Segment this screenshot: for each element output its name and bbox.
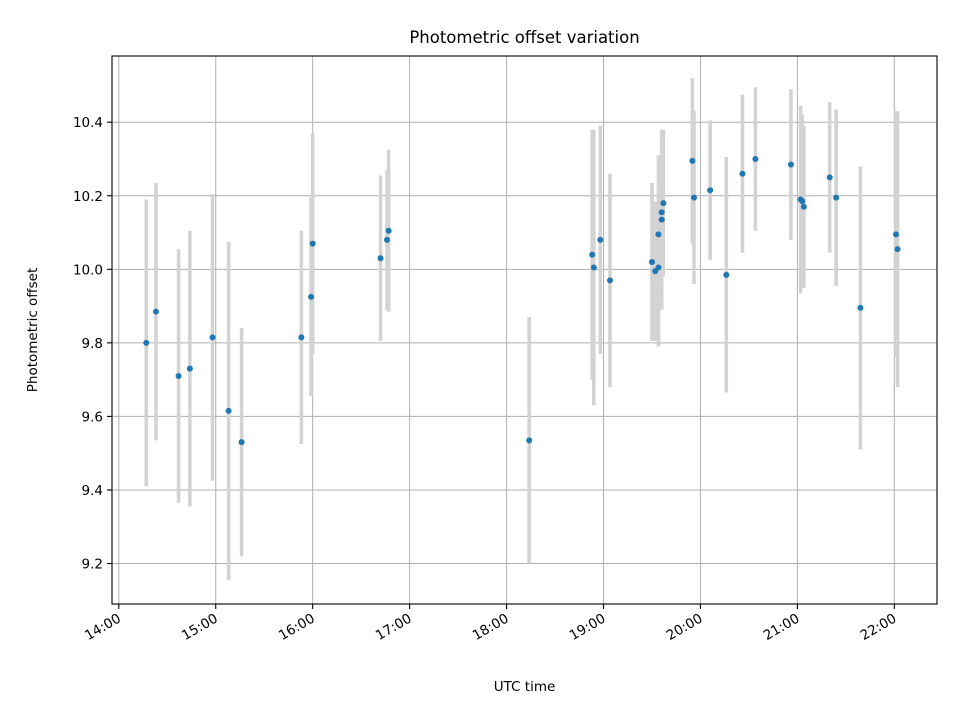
- x-tick-label: 15:00: [179, 611, 221, 644]
- data-point: [800, 203, 807, 210]
- data-point: [655, 231, 662, 238]
- data-point: [826, 174, 833, 181]
- x-tick-label: 16:00: [276, 611, 318, 644]
- data-point: [707, 187, 714, 194]
- y-tick-label: 10.4: [73, 115, 103, 131]
- chart-title: Photometric offset variation: [409, 28, 639, 47]
- data-point: [660, 200, 667, 207]
- y-tick-label: 10.0: [73, 262, 103, 278]
- x-axis: 14:00 15:00 16:00 17:00 18:00 19:00 20:00 21:00…: [82, 604, 899, 644]
- x-tick-label: 21:00: [761, 611, 803, 644]
- data-point: [309, 240, 316, 247]
- data-point: [658, 216, 665, 223]
- data-point: [175, 372, 182, 379]
- y-tick-label: 9.8: [82, 336, 103, 352]
- data-point: [606, 277, 613, 284]
- data-point: [655, 264, 662, 271]
- data-point: [590, 264, 597, 271]
- data-point: [658, 209, 665, 216]
- data-point: [384, 236, 390, 243]
- data-point: [589, 251, 596, 258]
- data-point: [752, 155, 759, 162]
- data-point: [857, 304, 864, 311]
- x-axis-label: UTC time: [494, 679, 556, 695]
- grid: [112, 56, 937, 604]
- data-point: [385, 227, 392, 234]
- data-point: [143, 339, 150, 346]
- data-point: [689, 157, 696, 164]
- data-point: [833, 194, 840, 201]
- data-point: [209, 334, 216, 341]
- data-point: [799, 198, 806, 205]
- data-point: [526, 437, 533, 444]
- error-bars: [144, 78, 900, 581]
- x-tick-label: 22:00: [858, 611, 900, 644]
- data-point: [597, 236, 604, 243]
- plot-frame: [111, 55, 938, 605]
- x-tick-label: 14:00: [82, 611, 124, 644]
- data-points: [143, 155, 901, 446]
- x-tick-label: 19:00: [567, 611, 609, 644]
- data-point: [648, 258, 655, 265]
- y-axis: 9.2 9.4 9.6 9.8 10.0 10.2 10.4: [73, 115, 112, 573]
- x-tick-label: 20:00: [664, 611, 706, 644]
- data-point: [225, 407, 232, 414]
- y-tick-label: 9.4: [82, 483, 103, 499]
- data-point: [787, 161, 794, 168]
- data-point: [723, 271, 730, 278]
- data-point: [739, 170, 746, 177]
- data-point: [894, 246, 901, 253]
- data-point: [298, 334, 305, 341]
- x-tick-label: 18:00: [470, 611, 512, 644]
- y-tick-label: 9.6: [82, 409, 103, 425]
- y-axis-label: Photometric offset: [25, 268, 41, 392]
- data-point: [892, 231, 899, 238]
- data-point: [377, 255, 384, 262]
- data-point: [308, 293, 315, 300]
- data-point: [186, 365, 193, 372]
- x-tick-label: 17:00: [373, 611, 415, 644]
- y-tick-label: 10.2: [73, 189, 103, 205]
- y-tick-label: 9.2: [82, 557, 103, 573]
- data-point: [152, 308, 159, 315]
- data-point: [690, 194, 697, 201]
- data-point: [238, 439, 245, 446]
